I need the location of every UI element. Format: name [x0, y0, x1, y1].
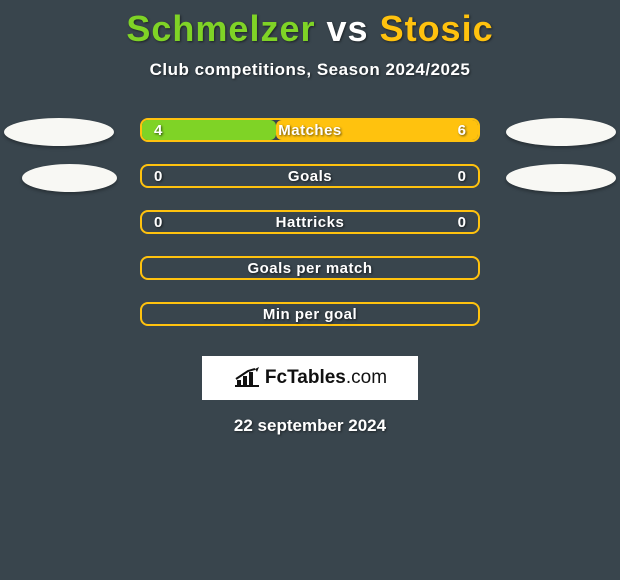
stat-label: Hattricks [142, 214, 478, 231]
stat-value-left: 0 [154, 214, 162, 231]
logo-text: FcTables.com [265, 367, 387, 389]
ellipse-left [22, 164, 117, 192]
vs-text: vs [327, 8, 369, 49]
stat-label: Goals [142, 168, 478, 185]
stat-pill: Matches4 6 [140, 118, 480, 142]
stat-pill: Min per goal [140, 302, 480, 326]
stat-row: Goals0 0 [0, 164, 620, 210]
stat-label: Matches [142, 122, 478, 139]
stat-value-left: 4 [154, 122, 162, 139]
subtitle: Club competitions, Season 2024/2025 [0, 60, 620, 80]
date-line: 22 september 2024 [0, 416, 620, 436]
stat-row: Goals per match [0, 256, 620, 302]
ellipse-right [506, 118, 616, 146]
stat-value-left: 0 [154, 168, 162, 185]
stat-value-right: 0 [458, 168, 466, 185]
stat-row: Hattricks0 0 [0, 210, 620, 256]
logo-domain: .com [346, 367, 387, 388]
player2-name: Stosic [380, 8, 494, 49]
stat-pill: Goals0 0 [140, 164, 480, 188]
stat-row: Matches4 6 [0, 118, 620, 164]
stat-value-right: 6 [458, 122, 466, 139]
stat-row: Min per goal [0, 302, 620, 348]
stat-pill: Goals per match [140, 256, 480, 280]
stat-pill: Hattricks0 0 [140, 210, 480, 234]
stats-area: Matches46Goals00Hattricks00Goals per mat… [0, 118, 620, 348]
stat-label: Min per goal [142, 306, 478, 323]
chart-icon [233, 367, 261, 389]
stat-value-right: 0 [458, 214, 466, 231]
ellipse-left [4, 118, 114, 146]
logo-brand: FcTables [265, 367, 346, 388]
stat-label: Goals per match [142, 260, 478, 277]
player1-name: Schmelzer [126, 8, 315, 49]
logo-box[interactable]: FcTables.com [202, 356, 418, 400]
ellipse-right [506, 164, 616, 192]
comparison-title: Schmelzer vs Stosic [0, 0, 620, 50]
